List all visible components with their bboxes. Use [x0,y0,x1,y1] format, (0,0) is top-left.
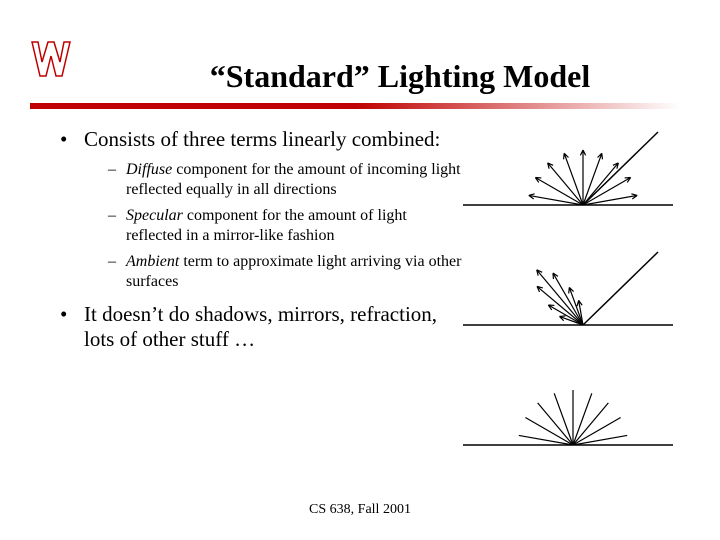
diagram-ambient [463,367,673,457]
diagram-diffuse [463,127,673,217]
slide-footer: CS 638, Fall 2001 [0,502,720,518]
slide: “Standard” Lighting Model Consists of th… [0,0,720,540]
term-diffuse: Diffuse [126,161,172,178]
text-column: Consists of three terms linearly combine… [30,127,463,457]
bullet-1: Consists of three terms linearly combine… [60,127,463,292]
bullet-1-text: Consists of three terms linearly combine… [84,127,440,151]
sub1-rest: component for the amount of incoming lig… [126,161,461,198]
slide-title: “Standard” Lighting Model [120,58,680,95]
diagram-specular [463,247,673,337]
bullet-2: It doesn’t do shadows, mirrors, refracti… [60,302,463,352]
title-divider [30,103,680,109]
sub-bullet-specular: Specular component for the amount of lig… [108,206,463,246]
term-specular: Specular [126,207,183,224]
sub-bullet-diffuse: Diffuse component for the amount of inco… [108,160,463,200]
diagram-column [463,127,680,457]
wisconsin-logo [28,34,80,89]
sub-bullet-ambient: Ambient term to approximate light arrivi… [108,252,463,292]
term-ambient: Ambient [126,253,179,270]
content-area: Consists of three terms linearly combine… [30,127,680,457]
bullet-2-text: It doesn’t do shadows, mirrors, refracti… [84,302,437,351]
